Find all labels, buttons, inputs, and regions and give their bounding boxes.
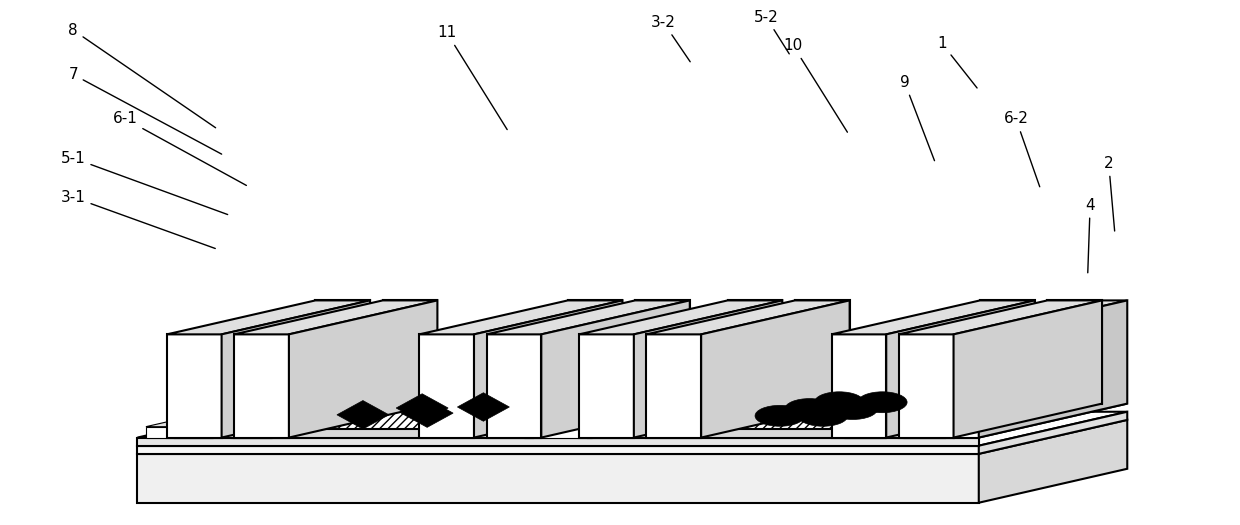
- Polygon shape: [222, 300, 370, 437]
- Polygon shape: [175, 429, 533, 437]
- Polygon shape: [383, 300, 438, 404]
- Text: 6-2: 6-2: [1003, 111, 1039, 187]
- Text: 3-2: 3-2: [651, 15, 691, 62]
- Polygon shape: [899, 300, 1102, 334]
- Circle shape: [755, 405, 805, 426]
- Polygon shape: [138, 446, 978, 454]
- Polygon shape: [486, 334, 542, 437]
- Polygon shape: [146, 393, 362, 427]
- Text: 3-1: 3-1: [61, 190, 216, 248]
- Polygon shape: [419, 334, 474, 437]
- Polygon shape: [234, 334, 289, 437]
- Polygon shape: [634, 300, 782, 437]
- Polygon shape: [832, 300, 1034, 334]
- Polygon shape: [954, 300, 1127, 334]
- Polygon shape: [525, 393, 740, 427]
- Polygon shape: [978, 412, 1127, 454]
- Polygon shape: [231, 427, 272, 437]
- Polygon shape: [954, 300, 1102, 437]
- Circle shape: [815, 392, 864, 413]
- Polygon shape: [646, 300, 849, 334]
- Polygon shape: [337, 401, 389, 429]
- Polygon shape: [234, 300, 438, 334]
- Text: 2: 2: [1104, 156, 1115, 231]
- Text: 9: 9: [900, 75, 935, 161]
- Polygon shape: [646, 334, 701, 437]
- Polygon shape: [138, 437, 978, 446]
- Circle shape: [799, 405, 848, 426]
- Polygon shape: [980, 300, 1034, 404]
- Polygon shape: [887, 300, 1034, 437]
- Polygon shape: [167, 334, 222, 437]
- Polygon shape: [579, 334, 634, 437]
- Circle shape: [828, 398, 878, 419]
- Polygon shape: [832, 334, 887, 437]
- Polygon shape: [396, 394, 448, 422]
- Polygon shape: [795, 300, 849, 404]
- Circle shape: [821, 395, 870, 416]
- Polygon shape: [635, 300, 689, 404]
- Polygon shape: [138, 454, 978, 503]
- Text: 7: 7: [68, 67, 222, 154]
- Polygon shape: [138, 420, 1127, 454]
- Polygon shape: [542, 300, 689, 437]
- Polygon shape: [588, 395, 1094, 429]
- Text: 8: 8: [68, 23, 216, 128]
- Polygon shape: [474, 300, 622, 437]
- Polygon shape: [844, 427, 887, 437]
- Polygon shape: [231, 393, 420, 427]
- Polygon shape: [568, 300, 622, 404]
- Polygon shape: [588, 429, 945, 437]
- Circle shape: [791, 402, 841, 423]
- Polygon shape: [1048, 300, 1102, 404]
- Polygon shape: [138, 404, 1127, 437]
- Polygon shape: [402, 399, 453, 427]
- Circle shape: [858, 392, 908, 413]
- Polygon shape: [899, 334, 954, 437]
- Polygon shape: [903, 393, 1102, 427]
- Polygon shape: [175, 395, 681, 429]
- Text: 10: 10: [784, 38, 847, 132]
- Polygon shape: [289, 300, 438, 437]
- Polygon shape: [146, 427, 213, 437]
- Text: 11: 11: [438, 25, 507, 130]
- Polygon shape: [486, 300, 689, 334]
- Polygon shape: [579, 300, 782, 334]
- Polygon shape: [419, 300, 622, 334]
- Circle shape: [785, 398, 835, 419]
- Polygon shape: [844, 393, 1034, 427]
- Text: 5-1: 5-1: [61, 151, 228, 215]
- Polygon shape: [978, 300, 1127, 437]
- Polygon shape: [315, 300, 370, 404]
- Polygon shape: [728, 300, 782, 404]
- Polygon shape: [525, 427, 591, 437]
- Text: 1: 1: [937, 36, 977, 88]
- Text: 5-2: 5-2: [754, 9, 789, 54]
- Polygon shape: [458, 393, 510, 421]
- Polygon shape: [903, 427, 954, 437]
- Polygon shape: [701, 300, 849, 437]
- Text: 6-1: 6-1: [113, 111, 247, 185]
- Polygon shape: [954, 334, 978, 437]
- Polygon shape: [978, 420, 1127, 503]
- Text: 4: 4: [1085, 197, 1095, 273]
- Polygon shape: [167, 300, 370, 334]
- Polygon shape: [138, 412, 1127, 446]
